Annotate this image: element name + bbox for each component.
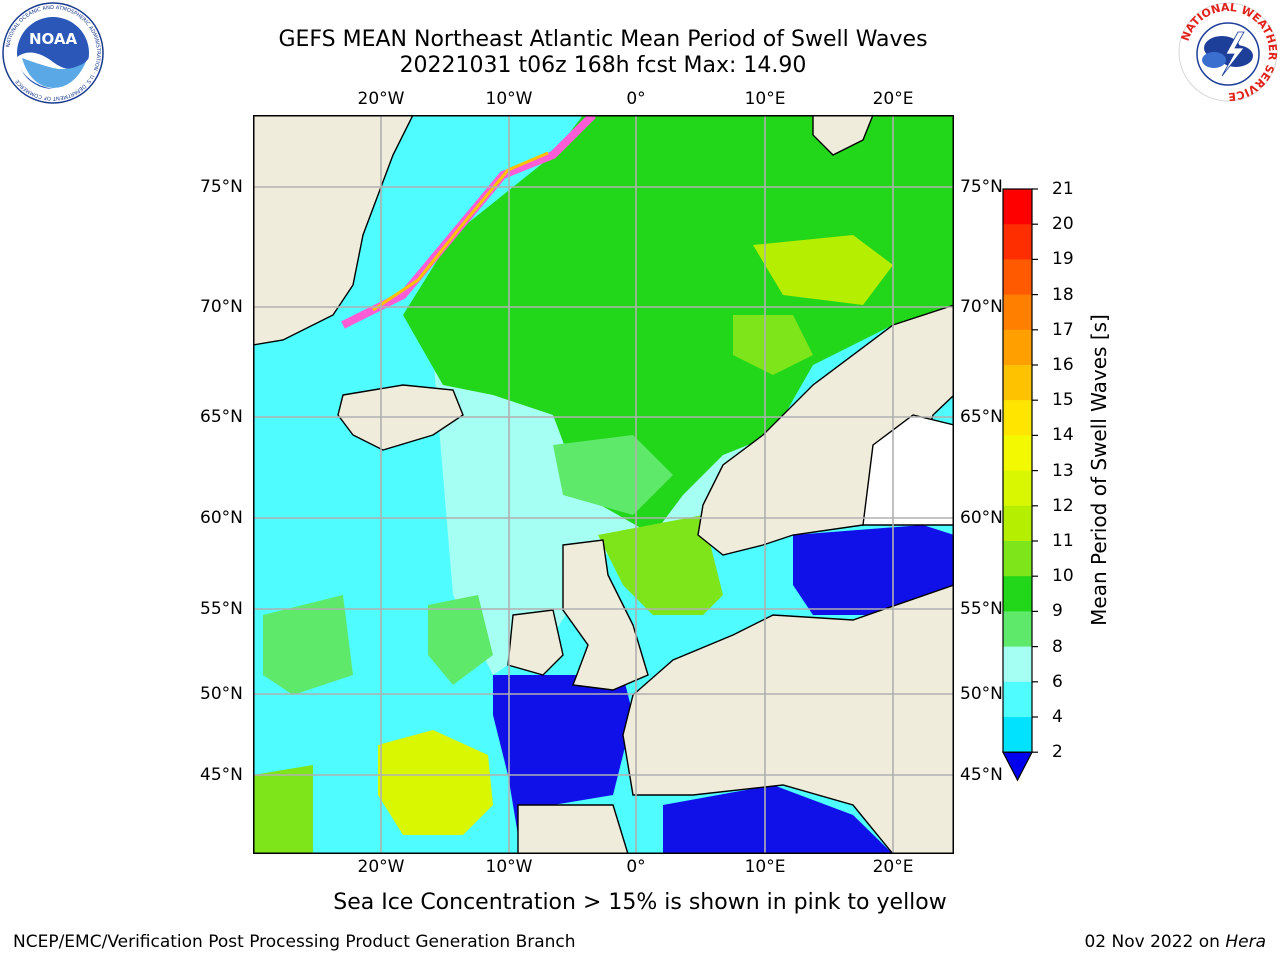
colorbar-title: Mean Period of Swell Waves [s] [1087, 314, 1111, 626]
svalbard [812, 115, 874, 156]
colorbar-extend-min-triangle [1002, 751, 1033, 782]
lat-label-left-75n: 75°N [200, 177, 243, 197]
colorbar-band [1003, 435, 1032, 472]
colorbar-band [1003, 329, 1032, 366]
noaa-logo-text: NOAA [29, 30, 78, 48]
ocean-12s-west [253, 765, 313, 854]
lon-label-top-10w: 10°W [485, 89, 533, 109]
lat-label-right-60n: 60°N [960, 508, 1003, 528]
lon-label-bottom-20w: 20°W [357, 857, 405, 877]
page-subtitle: 20221031 t06z 168h fcst Max: 14.90 [399, 53, 807, 78]
graticule [253, 115, 954, 854]
colorbar-tick-label: 19 [1052, 249, 1074, 270]
colorbar-tick-label: 11 [1052, 531, 1074, 551]
ocean-13-14s-zone [378, 730, 493, 835]
colorbar-tick-label: 17 [1052, 319, 1074, 340]
colorbar-band [1003, 576, 1032, 612]
lat-label-left-70n: 70°N [200, 297, 243, 317]
lat-label-left-60n: 60°N [200, 508, 243, 528]
colorbar-band [1003, 224, 1032, 260]
colorbar-band [1003, 470, 1032, 507]
sea-ice-note: Sea Ice Concentration > 15% is shown in … [333, 890, 947, 915]
colorbar-tick-label: 2 [1052, 742, 1063, 763]
great-britain [562, 539, 649, 691]
map-border [253, 115, 954, 854]
colorbar-tick-label: 8 [1052, 636, 1063, 657]
colorbar-band [1003, 259, 1032, 296]
colorbar-band [1003, 646, 1032, 683]
colorbar [1002, 188, 1038, 782]
footer-date: 02 Nov 2022 on Hera [1084, 932, 1266, 952]
colorbar-band [1003, 717, 1032, 753]
colorbar-band [1003, 294, 1032, 331]
colorbar-tick-label: 21 [1052, 179, 1074, 199]
lon-label-top-20w: 20°W [357, 89, 405, 109]
nws-logo: NATIONAL WEATHER SERVICE [1178, 2, 1278, 102]
lat-label-left-55n: 55°N [200, 599, 243, 619]
lat-label-left-50n: 50°N [200, 684, 243, 704]
ocean-9s-patch-west [263, 595, 353, 695]
footer-credit: NCEP/EMC/Verification Post Processing Pr… [13, 932, 576, 952]
lat-label-right-65n: 65°N [960, 407, 1003, 427]
lat-label-right-50n: 50°N [960, 684, 1003, 704]
iberia [517, 804, 629, 854]
colorbar-band [1003, 611, 1032, 648]
ocean-12-13s-zone [753, 235, 893, 305]
lat-label-right-45n: 45°N [960, 765, 1003, 785]
lon-label-bottom-10e: 10°E [744, 857, 786, 877]
lon-label-top-0: 0° [626, 89, 646, 109]
north-sea-swell-zone [598, 515, 723, 615]
colorbar-tick-label: 6 [1052, 671, 1063, 692]
noaa-logo: NOAA NATIONAL OCEANIC AND ATMOSPHERIC AD… [2, 2, 104, 104]
mediterranean-low-period [663, 785, 893, 854]
lat-label-right-75n: 75°N [960, 177, 1003, 197]
colorbar-tick-label: 4 [1052, 707, 1063, 727]
colorbar-band [1003, 365, 1032, 401]
gulf-of-bothnia [862, 414, 954, 526]
lat-label-left-45n: 45°N [200, 765, 243, 785]
colorbar-tick-label: 16 [1052, 355, 1074, 375]
colorbar-band [1003, 400, 1032, 436]
ocean-10-11s-zone [403, 115, 954, 535]
land-masses [253, 115, 954, 854]
footer-host: Hera [1225, 932, 1266, 952]
ocean-12s-patch [733, 315, 813, 375]
lon-label-bottom-10w: 10°W [485, 857, 533, 877]
continental-europe [622, 584, 954, 854]
colorbar-swatches [1002, 188, 1033, 782]
colorbar-ticks [1032, 188, 1038, 753]
colorbar-tick-label: 18 [1052, 284, 1074, 305]
biscay-low-period [493, 675, 633, 835]
swell-period-map [253, 115, 954, 854]
baltic-low-period [793, 525, 954, 615]
ocean-9-10s-patches [553, 435, 673, 515]
colorbar-tick-label: 12 [1052, 495, 1074, 516]
colorbar-tick-label: 15 [1052, 390, 1074, 411]
greenland [253, 115, 414, 346]
lat-label-left-65n: 65°N [200, 407, 243, 427]
colorbar-tick-label: 13 [1052, 460, 1074, 481]
ocean-9s-patch-mid [428, 595, 493, 685]
colorbar-band [1003, 505, 1032, 542]
lon-label-top-10e: 10°E [744, 89, 786, 109]
colorbar-band [1003, 541, 1032, 577]
lon-label-bottom-20e: 20°E [872, 857, 914, 877]
colorbar-tick-label: 9 [1052, 601, 1063, 622]
lat-label-right-70n: 70°N [960, 297, 1003, 317]
footer-date-text: 02 Nov 2022 on [1084, 932, 1226, 952]
lon-label-bottom-0: 0° [626, 857, 646, 877]
colorbar-band [1003, 681, 1032, 718]
colorbar-tick-label: 14 [1052, 425, 1074, 446]
colorbar-band [1003, 189, 1032, 225]
colorbar-tick-label: 10 [1052, 566, 1074, 587]
sea-ice-edge-yellow [372, 151, 549, 312]
colorbar-tick-label: 20 [1052, 214, 1074, 235]
lat-label-right-55n: 55°N [960, 599, 1003, 619]
page-title: GEFS MEAN Northeast Atlantic Mean Period… [278, 27, 928, 52]
lon-label-top-20e: 20°E [872, 89, 914, 109]
